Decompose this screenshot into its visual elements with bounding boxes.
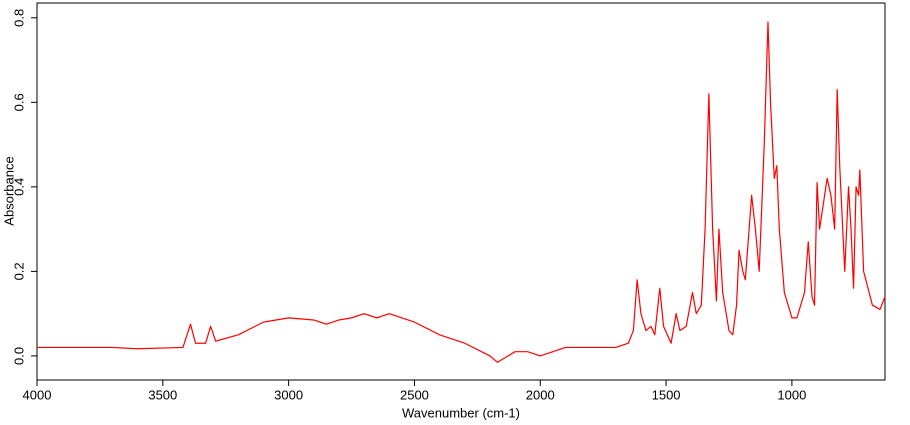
y-tick-label: 0.6 [11,93,26,111]
x-tick-label: 3500 [148,387,177,402]
y-tick-label: 0.4 [11,178,26,196]
y-tick-label: 0.0 [11,347,26,365]
spectrum-line [37,21,886,363]
y-tick-label: 0.8 [11,9,26,27]
x-tick-label: 1500 [652,387,681,402]
y-tick-label: 0.2 [11,262,26,280]
y-axis-label: Absorbance [1,156,16,225]
x-axis-label: Wavenumber (cm-1) [402,405,520,420]
plot-frame [36,2,886,381]
x-tick-label: 4000 [23,387,52,402]
x-tick-label: 2000 [526,387,555,402]
x-tick-label: 3000 [274,387,303,402]
x-tick-label: 2500 [400,387,429,402]
x-tick-label: 1000 [777,387,806,402]
